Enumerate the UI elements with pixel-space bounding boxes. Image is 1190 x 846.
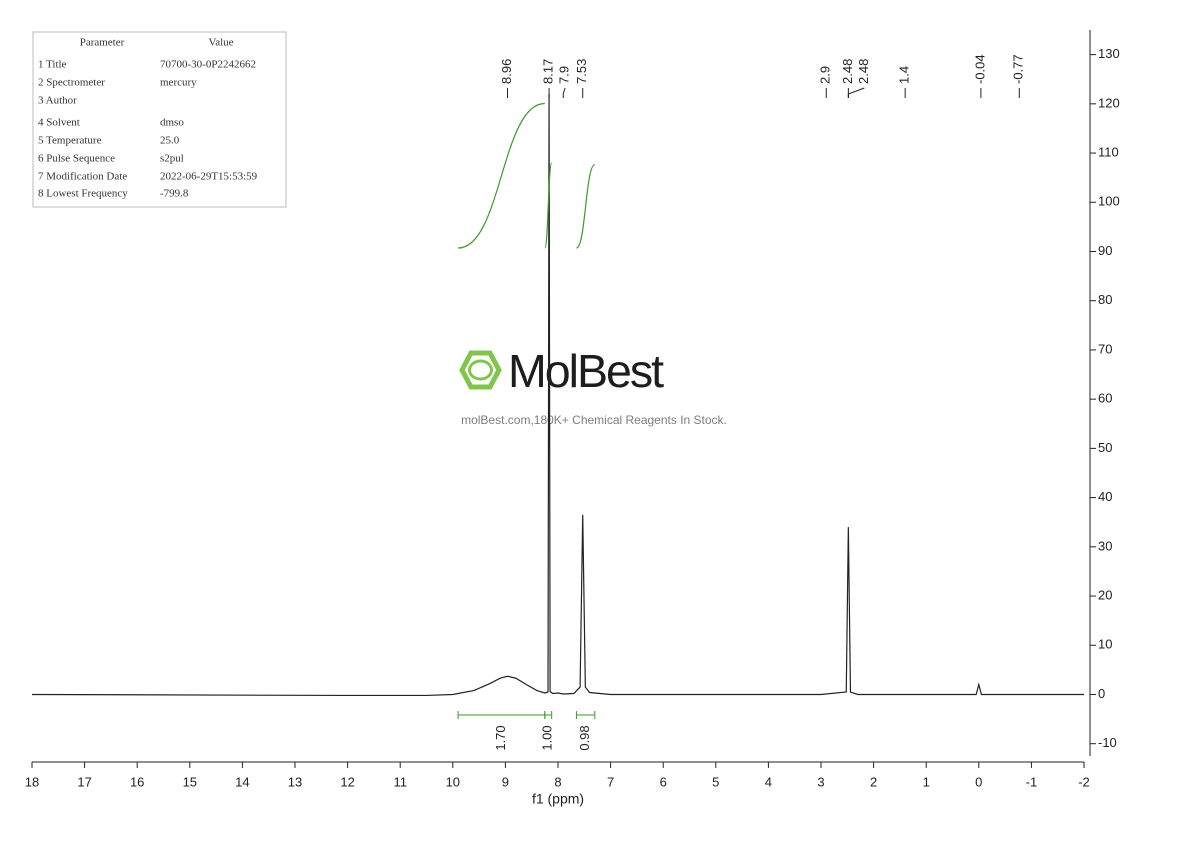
spectrum-line	[31, 93, 1084, 697]
integral-label: 1.00	[540, 725, 555, 750]
logo-ring	[468, 359, 493, 381]
y-tick-label: 70	[1098, 341, 1112, 356]
x-tick-label: 7	[607, 774, 614, 789]
parameter-table: Parameter Value 1 Title 70700-30-0P224266…	[32, 31, 287, 208]
x-tick-label: 14	[235, 774, 249, 789]
x-axis-title: f1 (ppm)	[532, 791, 584, 807]
x-tick-label: 5	[712, 774, 719, 789]
y-tick-label: 100	[1098, 194, 1120, 209]
x-tick-label: 0	[975, 774, 982, 789]
x-tick-label: 18	[25, 774, 39, 789]
integral-bracket	[544, 711, 553, 719]
x-tick-label: 2	[870, 774, 877, 789]
integral-curve	[458, 102, 545, 249]
param-value: 25.0	[160, 135, 180, 147]
peak-label: 2.48	[856, 59, 871, 84]
integral-label: 1.70	[493, 725, 508, 750]
watermark: MolBest molBest.com,180K+ Chemical Reage…	[459, 345, 727, 427]
integral-label: 0.98	[577, 725, 592, 750]
peak-label: -0.04	[972, 54, 987, 84]
peak-connector	[847, 87, 865, 98]
peak-label: 7.9	[556, 66, 571, 84]
peak-connector	[562, 87, 566, 98]
x-tick-label: 16	[130, 774, 144, 789]
peak-label: 8.96	[499, 59, 514, 84]
peak-label: 7.53	[574, 59, 589, 84]
peak-label: 2.48	[840, 59, 855, 84]
x-tick-label: 11	[393, 774, 407, 789]
param-value: s2pul	[160, 153, 184, 165]
param-name: 7 Modification Date	[38, 171, 127, 183]
x-tick-label: 8	[554, 774, 561, 789]
x-tick-label: 1	[923, 774, 930, 789]
table-border	[32, 31, 287, 208]
y-tick-label: 10	[1098, 637, 1112, 652]
x-tick-label: 6	[660, 774, 667, 789]
x-tick-label: 9	[502, 774, 509, 789]
x-tick-label: 13	[288, 774, 302, 789]
table-header: Parameter	[80, 37, 125, 49]
param-value: dmso	[160, 117, 184, 129]
param-name: 2 Spectrometer	[38, 77, 105, 89]
peak-label: 8.17	[540, 59, 555, 84]
y-tick-label: 60	[1098, 391, 1112, 406]
param-name: 6 Pulse Sequence	[38, 153, 115, 165]
integral-curve	[544, 162, 553, 249]
y-tick-label: 90	[1098, 243, 1112, 258]
peak-label: 2.9	[818, 66, 833, 84]
param-value: mercury	[160, 77, 197, 89]
param-name: 4 Solvent	[38, 117, 80, 129]
param-value: 2022-06-29T15:53:59	[160, 171, 258, 183]
integral-curve	[575, 164, 596, 249]
peak-label: -0.77	[1011, 54, 1026, 84]
param-value: 70700-30-0P2242662	[160, 59, 256, 71]
y-tick-label: 0	[1098, 686, 1105, 701]
x-tick-label: 12	[340, 774, 354, 789]
y-tick-label: 40	[1098, 489, 1112, 504]
x-tick-label: 4	[765, 774, 772, 789]
x-tick-label: 17	[77, 774, 91, 789]
x-tick-label: 3	[817, 774, 824, 789]
logo-hexagon	[459, 350, 502, 390]
x-tick-label: -1	[1026, 774, 1038, 789]
param-name: 1 Title	[38, 59, 67, 71]
integral-bracket	[575, 711, 596, 719]
y-tick-label: 20	[1098, 587, 1112, 602]
param-name: 5 Temperature	[38, 135, 102, 147]
x-tick-label: -2	[1078, 774, 1090, 789]
logo-text: MolBest	[508, 345, 664, 397]
y-tick-label: 50	[1098, 440, 1112, 455]
y-tick-label: 120	[1098, 95, 1120, 110]
param-name: 8 Lowest Frequency	[38, 188, 128, 200]
integral-bracket	[457, 711, 546, 719]
y-tick-label: 130	[1098, 46, 1120, 61]
param-name: 3 Author	[38, 95, 77, 107]
y-tick-label: 30	[1098, 538, 1112, 553]
peak-label: 1.4	[897, 66, 912, 84]
param-value: -799.8	[160, 188, 189, 200]
table-header: Value	[208, 37, 233, 49]
x-tick-label: 10	[446, 774, 460, 789]
y-tick-label: 80	[1098, 292, 1112, 307]
y-tick-label: -10	[1098, 735, 1117, 750]
y-tick-label: 110	[1098, 144, 1119, 159]
x-tick-label: 15	[183, 774, 197, 789]
watermark-tagline: molBest.com,180K+ Chemical Reagents In S…	[461, 413, 727, 427]
